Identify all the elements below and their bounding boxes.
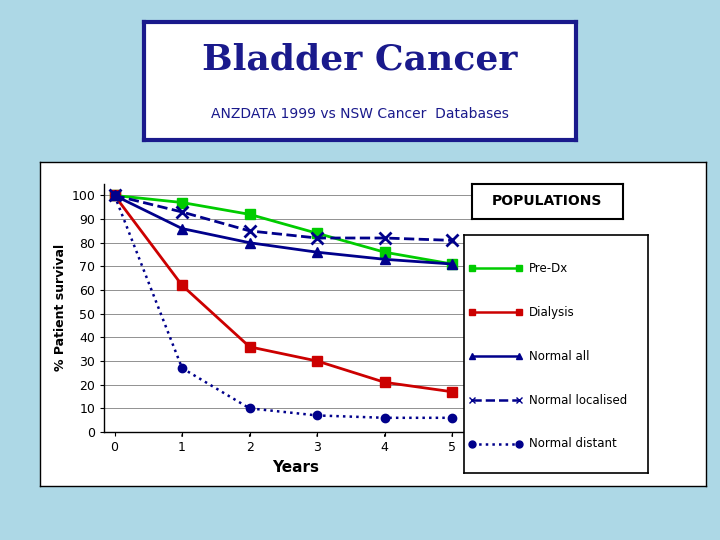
- Text: Pre-Dx: Pre-Dx: [528, 262, 568, 275]
- Text: POPULATIONS: POPULATIONS: [492, 194, 603, 208]
- Text: Normal localised: Normal localised: [528, 394, 627, 407]
- Text: Bladder Cancer: Bladder Cancer: [202, 43, 518, 77]
- Text: Dialysis: Dialysis: [528, 306, 575, 319]
- Text: Normal distant: Normal distant: [528, 437, 616, 450]
- Y-axis label: % Patient survival: % Patient survival: [54, 244, 68, 372]
- Text: Normal all: Normal all: [528, 349, 589, 362]
- Text: ANZDATA 1999 vs NSW Cancer  Databases: ANZDATA 1999 vs NSW Cancer Databases: [211, 107, 509, 122]
- X-axis label: Years: Years: [271, 460, 319, 475]
